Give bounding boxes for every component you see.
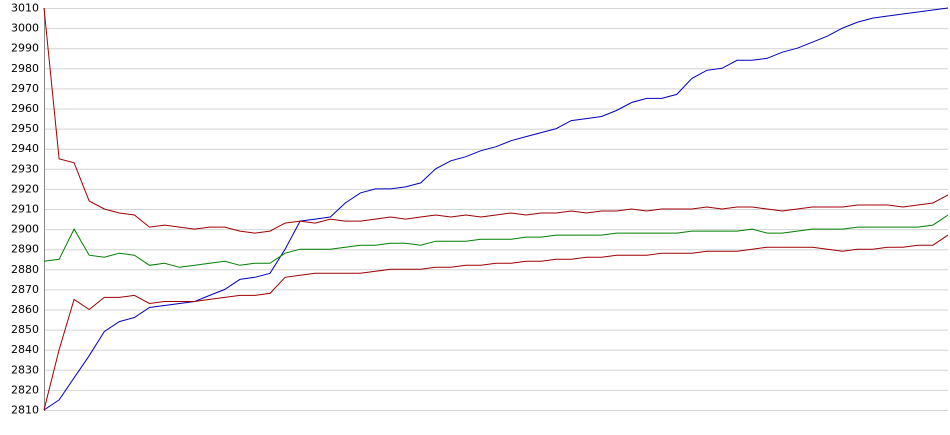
y-tick-label: 2910 [11,203,39,216]
y-tick-label: 2950 [11,122,39,135]
y-tick-label: 2980 [11,62,39,75]
y-tick-label: 2820 [11,383,39,396]
series-line [43,214,949,268]
y-tick-label: 2920 [11,182,39,195]
y-tick-label: 2830 [11,363,39,376]
y-tick-label: 2870 [11,283,39,296]
y-tick-label: 3000 [11,22,39,35]
y-tick-label: 2860 [11,303,39,316]
y-tick-label: 2890 [11,243,39,256]
y-tick-label: 3010 [11,2,39,15]
y-tick-label: 2840 [11,343,39,356]
y-tick-label: 2880 [11,263,39,276]
y-tick-label: 2930 [11,162,39,175]
y-tick-label: 2850 [11,323,39,336]
y-tick-label: 2970 [11,82,39,95]
y-tick-label: 2900 [11,223,39,236]
y-tick-label: 2960 [11,102,39,115]
y-tick-label: 2990 [11,42,39,55]
y-tick-label: 2810 [11,404,39,417]
y-tick-label: 2940 [11,142,39,155]
series-line [43,7,949,234]
series-line [43,234,949,411]
